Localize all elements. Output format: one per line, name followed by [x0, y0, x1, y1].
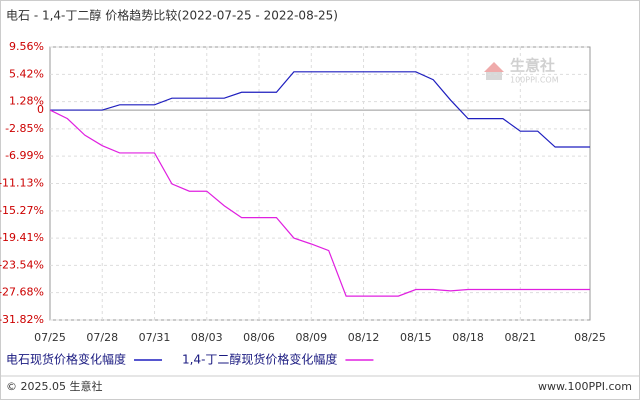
x-tick-label: 07/25 [34, 331, 66, 344]
legend-label: 电石现货价格变化幅度 [6, 352, 126, 367]
chart-title: 电石 - 1,4-丁二醇 价格趋势比较(2022-07-25 - 2022-08… [6, 8, 338, 23]
legend-label: 1,4-丁二醇现货价格变化幅度 [182, 352, 337, 367]
url: www.100PPI.com [538, 380, 632, 393]
series-line [49, 109, 590, 297]
x-tick-label: 08/06 [243, 331, 275, 344]
x-tick-label: 08/18 [452, 331, 484, 344]
series-line [50, 71, 590, 148]
x-tick-label: 07/28 [86, 331, 118, 344]
y-tick-label: 0 [37, 103, 44, 116]
y-tick-label: -15.27% [0, 204, 44, 217]
y-tick-label: -27.68% [0, 286, 44, 299]
y-tick-label: -11.13% [0, 177, 44, 190]
x-tick-label: 08/25 [574, 331, 606, 344]
logo [484, 62, 504, 72]
y-tick-label: -6.99% [5, 149, 44, 162]
x-tick-label: 08/21 [504, 331, 536, 344]
x-tick-label: 08/12 [348, 331, 380, 344]
x-tick-label: 08/15 [400, 331, 432, 344]
y-tick-label: -31.82% [0, 313, 44, 326]
y-tick-label: -2.85% [5, 122, 44, 135]
y-tick-label: -23.54% [0, 258, 44, 271]
watermark-name: 生意社 [510, 57, 555, 75]
logo [486, 72, 502, 80]
y-tick-label: 9.56% [9, 40, 44, 53]
x-tick-label: 07/31 [139, 331, 171, 344]
x-tick-label: 08/09 [295, 331, 327, 344]
y-tick-label: -19.41% [0, 231, 44, 244]
watermark-site: 100PPI.COM [510, 76, 559, 85]
copyright: © 2025.05 生意社 [6, 379, 102, 393]
y-tick-label: 5.42% [9, 67, 44, 80]
x-tick-label: 08/03 [191, 331, 223, 344]
y-tick-label: 1.28% [9, 95, 44, 108]
watermark: 生意社 100PPI.COM [484, 57, 559, 85]
